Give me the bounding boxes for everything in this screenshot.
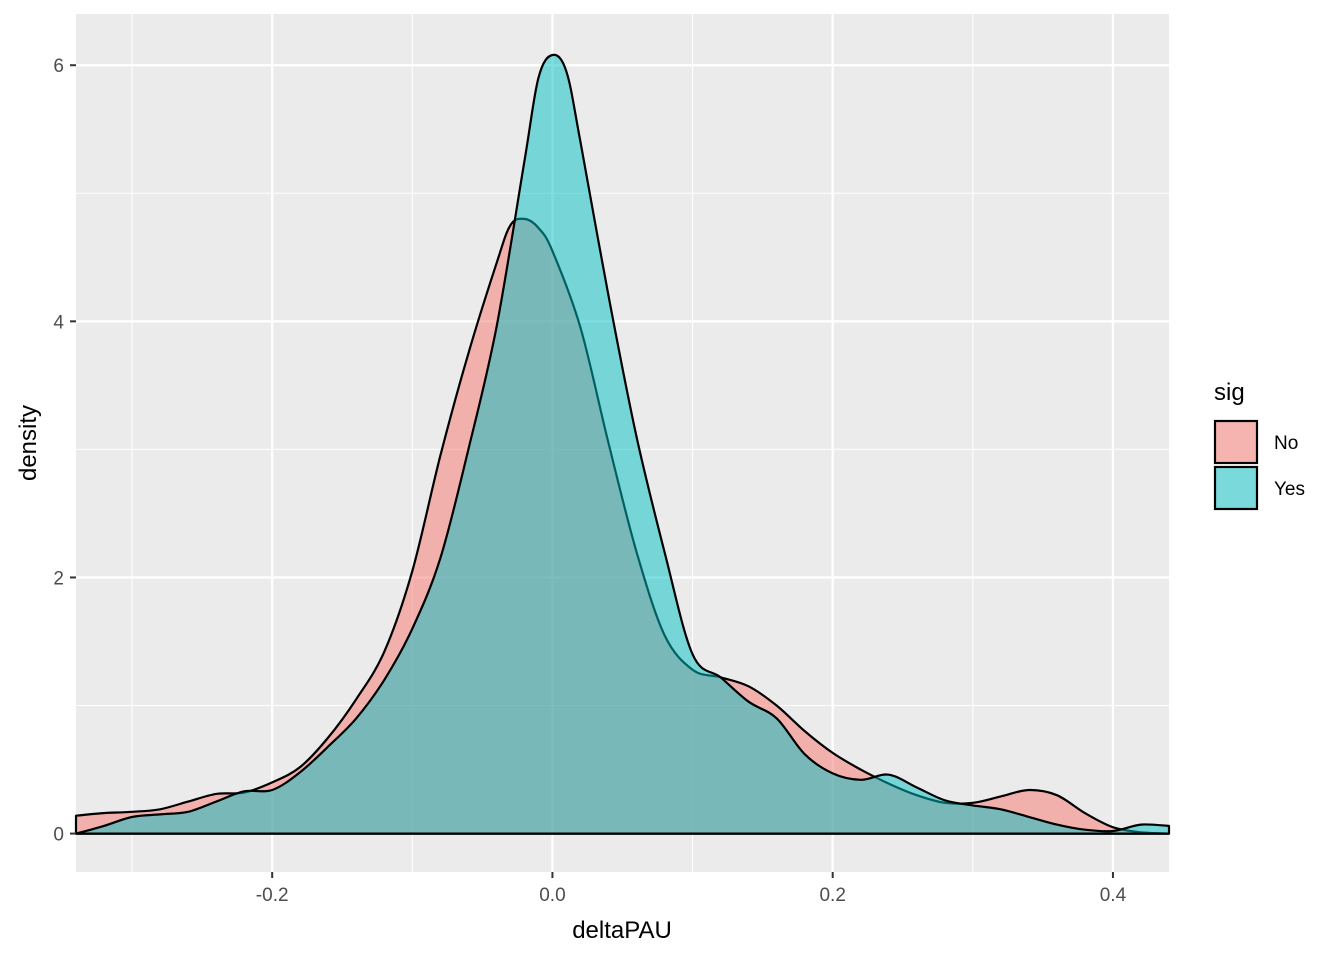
legend-label-no: No (1274, 433, 1298, 454)
legend-key-no (1213, 419, 1259, 465)
x-tick-label: -0.2 (256, 885, 289, 906)
y-tick-label: 0 (53, 825, 64, 846)
y-tick-labels: 0 2 4 6 (53, 56, 64, 845)
x-axis-title: deltaPAU (572, 917, 672, 944)
x-tick-label: 0.0 (539, 885, 565, 906)
y-tick-label: 2 (53, 568, 64, 589)
legend-label-yes: Yes (1274, 479, 1305, 500)
x-tick-label: 0.4 (1100, 885, 1127, 906)
legend: sig No Yes (1213, 379, 1305, 511)
axis-ticks (70, 64, 1114, 878)
density-area-yes (74, 53, 1171, 835)
density-series (74, 53, 1171, 835)
x-tick-labels: -0.2 0.0 0.2 0.4 (256, 885, 1127, 906)
y-tick-label: 6 (53, 56, 64, 77)
y-axis-title: density (15, 405, 42, 481)
y-tick-label: 4 (53, 312, 64, 333)
legend-items: No Yes (1213, 419, 1305, 511)
legend-title: sig (1214, 379, 1245, 406)
x-tick-label: 0.2 (819, 885, 845, 906)
legend-key-yes (1213, 465, 1259, 511)
